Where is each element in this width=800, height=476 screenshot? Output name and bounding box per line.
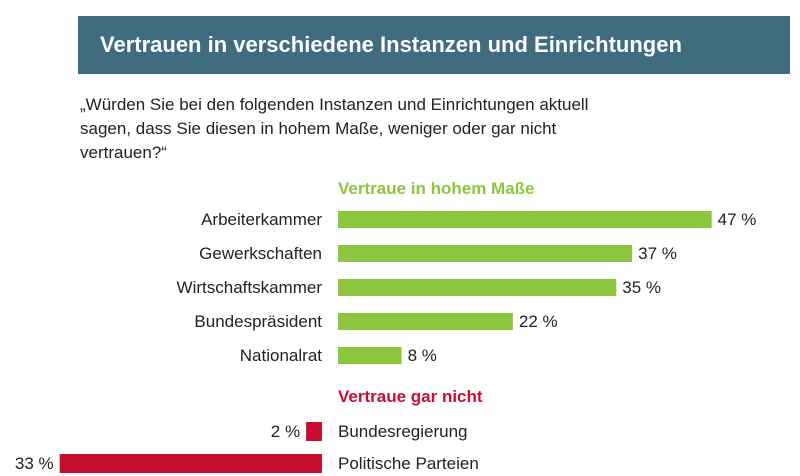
category-label: Bundespräsident bbox=[194, 312, 322, 331]
category-label: Arbeiterkammer bbox=[201, 210, 322, 229]
category-label: Wirtschaftskammer bbox=[177, 278, 323, 297]
bar-positive bbox=[338, 347, 402, 364]
value-label: 47 % bbox=[718, 210, 757, 229]
value-label: 33 % bbox=[15, 454, 54, 473]
category-label: Gewerkschaften bbox=[199, 244, 322, 263]
bar-negative bbox=[59, 454, 323, 473]
bar-negative bbox=[306, 422, 322, 441]
value-label: 2 % bbox=[271, 422, 300, 441]
value-label: 35 % bbox=[622, 278, 661, 297]
bar-positive bbox=[338, 313, 513, 330]
value-label: 22 % bbox=[519, 312, 558, 331]
bar-positive bbox=[338, 211, 712, 228]
category-label: Bundesregierung bbox=[338, 422, 467, 441]
group-title-negative: Vertraue gar nicht bbox=[338, 387, 483, 406]
category-label: Nationalrat bbox=[240, 346, 322, 365]
category-label: Politische Parteien bbox=[338, 454, 479, 473]
survey-question: „Würden Sie bei den folgenden Instanzen … bbox=[80, 95, 589, 162]
value-label: 8 % bbox=[408, 346, 437, 365]
bar-positive bbox=[338, 279, 617, 296]
bar-positive bbox=[338, 245, 633, 262]
chart-title: Vertrauen in verschiedene Instanzen und … bbox=[100, 32, 682, 57]
title-bar: Vertrauen in verschiedene Instanzen und … bbox=[78, 16, 790, 74]
group-title-positive: Vertraue in hohem Maße bbox=[338, 179, 535, 198]
value-label: 37 % bbox=[638, 244, 677, 263]
